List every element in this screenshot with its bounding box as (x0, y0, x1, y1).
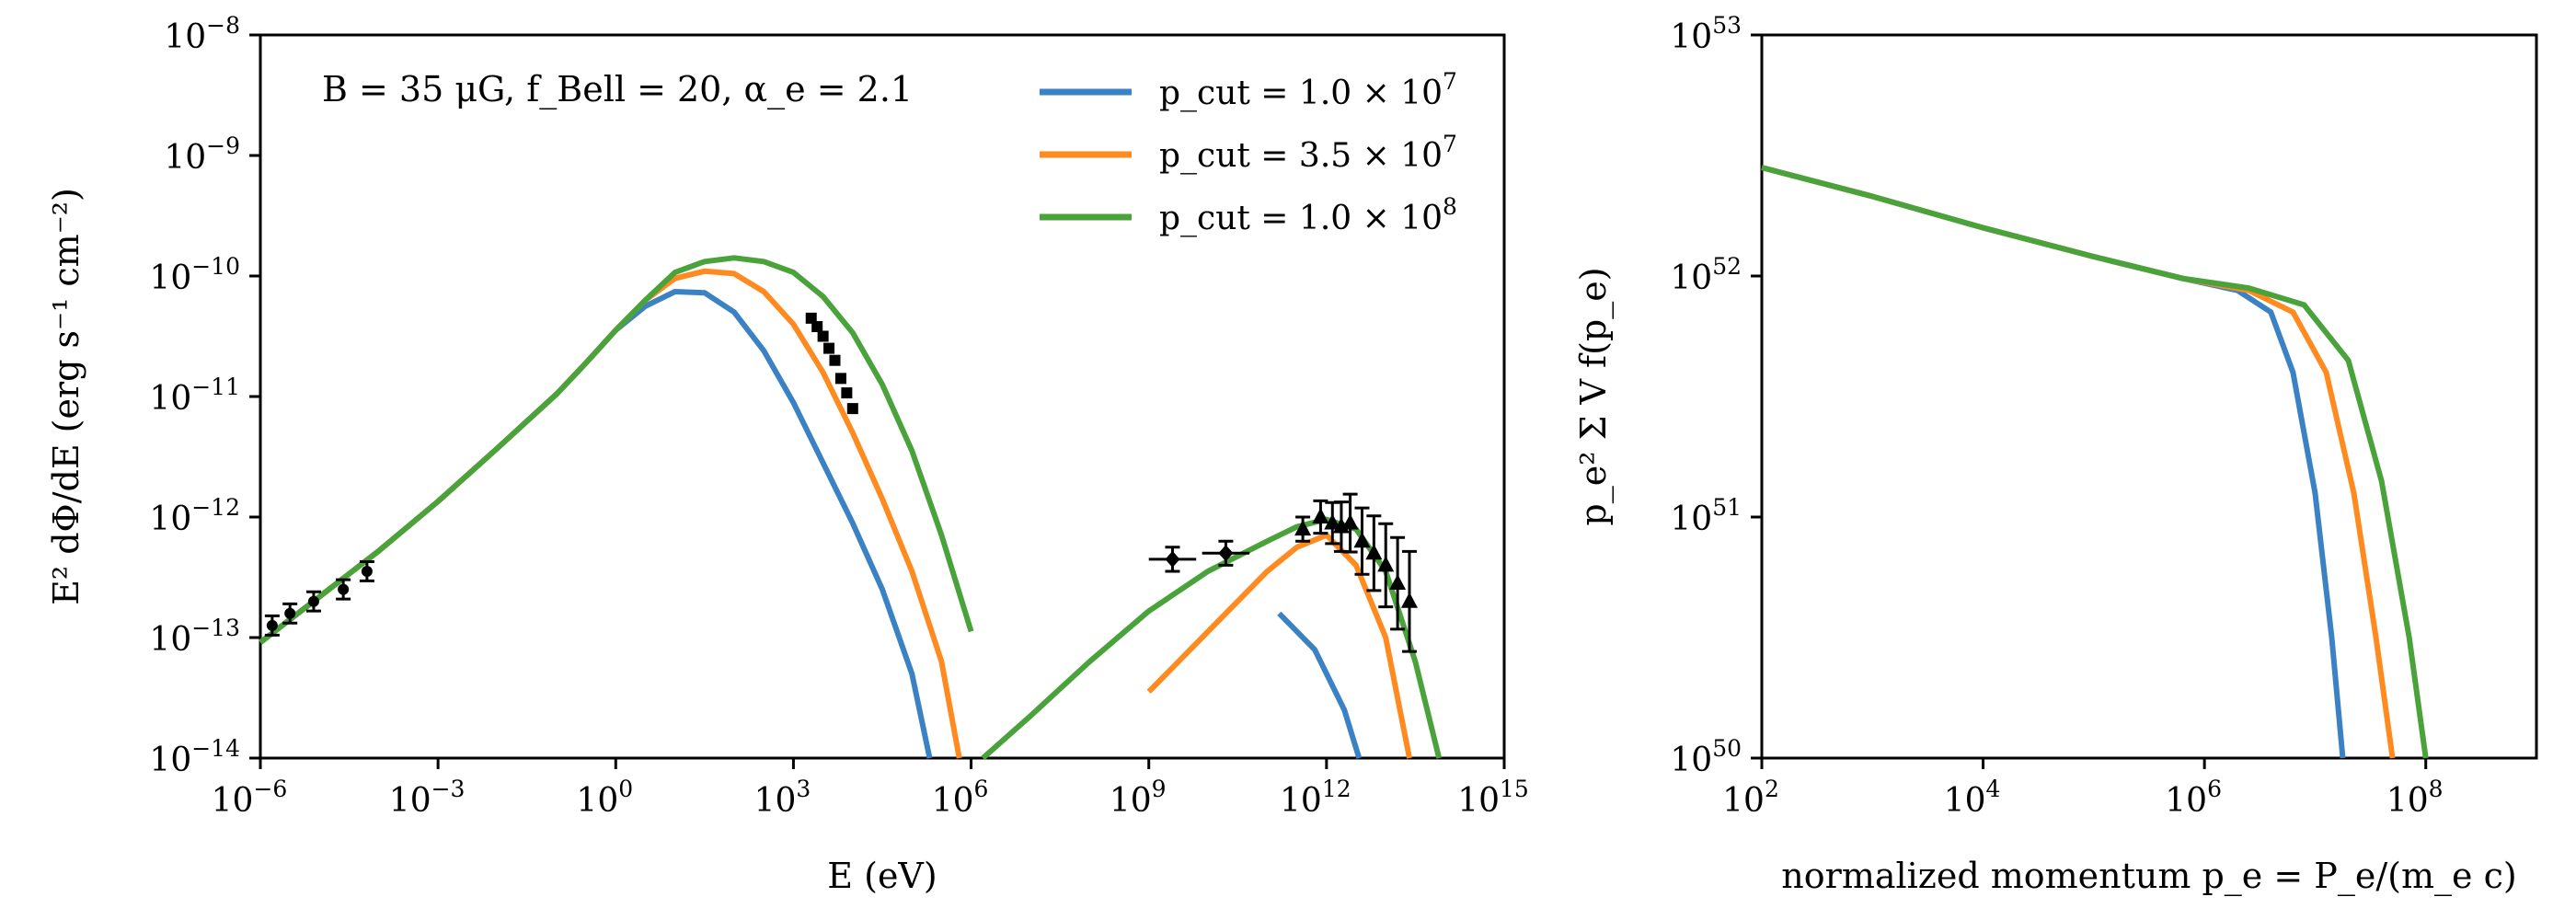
right-x-tick-label-2: 106 (2165, 776, 2222, 820)
gev-point-1-marker (1218, 545, 1234, 562)
tev-point-6-marker (1365, 544, 1383, 560)
left-legend: p_cut = 1.0 × 107 p_cut = 3.5 × 107 p_cu… (1040, 68, 1457, 237)
radio-point-3-marker (338, 583, 350, 595)
left-x-ticks: 10−6 10−3 100 103 106 109 1012 1015 (212, 758, 1529, 820)
xray-point-4 (829, 354, 841, 366)
left-y-tick-label-6: 10−8 (164, 12, 240, 56)
gev-point-1 (1202, 539, 1250, 567)
xray-point-0 (805, 312, 817, 324)
left-y-tick-label-5: 10−9 (164, 132, 240, 177)
radio-point-1 (282, 602, 298, 625)
tev-point-4-marker (1341, 513, 1359, 530)
tev-point-0-marker (1294, 520, 1312, 536)
xray-point-1 (811, 321, 823, 333)
radio-point-1-marker (284, 607, 296, 619)
tev-point-2-marker (1324, 513, 1341, 530)
radio-point-0-marker (266, 619, 278, 631)
right-y-tick-label-3: 1053 (1670, 12, 1742, 56)
right-x-tick-label-3: 108 (2386, 776, 2444, 820)
right-plot-frame (1760, 33, 2538, 760)
gev-point-0 (1148, 546, 1197, 573)
tev-point-9-marker (1400, 592, 1418, 608)
xray-point-3 (823, 342, 835, 354)
tev-point-7 (1377, 522, 1395, 609)
left-annotation: B = 35 μG, f_Bell = 20, α_e = 2.1 (322, 69, 913, 110)
right-x-axis-label: normalized momentum p_e = P_e/(m_e c) (1781, 856, 2516, 897)
xray-point-7 (846, 403, 858, 415)
left-observed-data (264, 312, 1418, 653)
left-x-tick-label-5: 109 (1110, 776, 1167, 820)
radio-point-4-marker (361, 565, 373, 577)
right-panel: 102 104 106 108 1050 1051 1052 1053 normalized… (1573, 12, 2538, 897)
left-series-line-1-seg-0 (259, 268, 962, 759)
right-y-tick-label-1: 1051 (1670, 494, 1742, 538)
radio-point-2-marker (307, 595, 319, 607)
xray-point-2 (817, 330, 829, 342)
right-y-tick-label-0: 1050 (1670, 735, 1742, 779)
xray-point-5 (834, 373, 846, 385)
left-y-tick-label-2: 10−12 (149, 494, 240, 538)
left-series-line-2-seg-0 (259, 255, 974, 645)
radio-point-4 (359, 559, 374, 582)
left-x-tick-label-0: 10−6 (212, 776, 288, 820)
right-y-tick-label-2: 1052 (1670, 253, 1742, 297)
right-series-line-2 (1761, 165, 2429, 759)
right-series-line-0 (1761, 165, 2346, 759)
tev-point-5-marker (1353, 532, 1371, 548)
tev-point-8 (1389, 535, 1407, 631)
tev-point-5 (1353, 506, 1371, 576)
right-y-axis-label: p_e² Σ V f(p_e) (1573, 267, 1615, 525)
right-series-lines (1761, 165, 2429, 759)
left-series-line-0-seg-0 (259, 289, 933, 759)
right-x-ticks: 102 104 106 108 (1722, 758, 2444, 820)
left-x-axis-label: E (eV) (827, 856, 937, 896)
left-y-tick-label-4: 10−10 (149, 253, 240, 297)
left-x-tick-label-4: 106 (932, 776, 989, 820)
left-x-tick-label-3: 103 (754, 776, 811, 820)
left-series-line-0-seg-1 (1277, 611, 1363, 759)
tev-point-9 (1400, 549, 1418, 653)
radio-point-0 (264, 614, 280, 637)
left-y-tick-label-1: 10−13 (149, 615, 240, 659)
tev-point-1-marker (1312, 508, 1329, 523)
right-x-tick-label-1: 104 (1944, 776, 2001, 820)
legend-label-2: p_cut = 1.0 × 108 (1159, 193, 1457, 237)
right-x-tick-label-0: 102 (1722, 776, 1779, 820)
radio-point-2 (305, 590, 321, 613)
left-series-line-2-seg-1 (981, 516, 1443, 761)
radio-point-3 (336, 578, 351, 601)
xray-point-6 (841, 387, 853, 399)
tev-point-8-marker (1389, 574, 1407, 591)
right-y-ticks: 1050 1051 1052 1053 (1670, 12, 1762, 779)
left-y-ticks: 10−14 10−13 10−12 10−11 10−10 10−9 10−8 (149, 12, 260, 779)
left-y-tick-label-0: 10−14 (149, 735, 240, 779)
left-x-tick-label-7: 1015 (1457, 776, 1529, 820)
left-series-lines (259, 255, 1443, 761)
legend-label-0: p_cut = 1.0 × 107 (1159, 68, 1457, 112)
legend-label-1: p_cut = 3.5 × 107 (1159, 131, 1457, 175)
tev-point-7-marker (1377, 556, 1395, 572)
tev-point-1 (1312, 499, 1329, 535)
tev-point-6 (1365, 514, 1383, 592)
left-panel: 10−6 10−3 100 103 106 109 1012 1015 10−1410−131… (46, 12, 1529, 896)
left-y-axis-label: E² dΦ/dE (erg s⁻¹ cm⁻²) (46, 188, 86, 605)
tev-point-4 (1341, 492, 1359, 554)
tev-point-0 (1294, 515, 1312, 543)
left-y-tick-label-3: 10−11 (149, 374, 240, 418)
right-series-line-1 (1761, 165, 2396, 759)
left-x-tick-label-2: 100 (576, 776, 633, 820)
left-x-tick-label-6: 1012 (1280, 776, 1351, 820)
gev-point-0-marker (1165, 550, 1180, 568)
left-x-tick-label-1: 10−3 (389, 776, 466, 820)
left-series-line-1-seg-1 (1146, 532, 1412, 759)
